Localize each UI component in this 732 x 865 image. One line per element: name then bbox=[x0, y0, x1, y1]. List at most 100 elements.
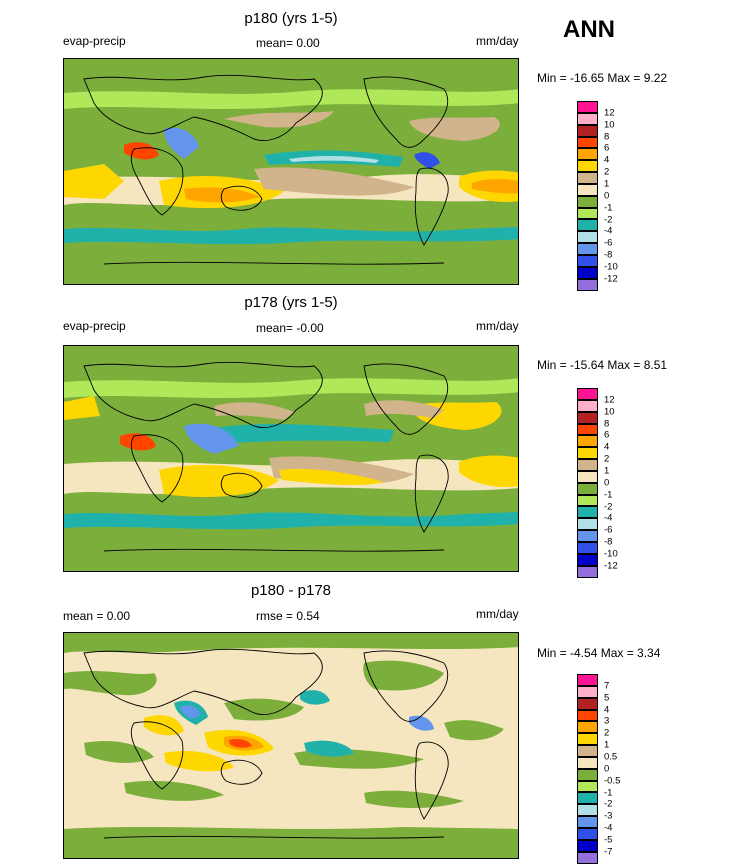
panel1-colorbar-swatch bbox=[577, 172, 598, 184]
colorbar-tick: -8 bbox=[604, 249, 613, 261]
colorbar-tick: 1 bbox=[604, 178, 610, 190]
panel1-map bbox=[63, 58, 519, 285]
colorbar-tick: -0.5 bbox=[604, 775, 621, 787]
panel2-variable-label: evap-precip bbox=[63, 319, 126, 333]
panel2-colorbar-swatch bbox=[577, 423, 598, 436]
colorbar-tick: 8 bbox=[604, 131, 610, 143]
colorbar-tick: -4 bbox=[604, 225, 613, 237]
colorbar-tick: 10 bbox=[604, 406, 615, 418]
panel3-colorbar bbox=[577, 674, 599, 864]
colorbar-tick: -1 bbox=[604, 202, 613, 214]
panel1-colorbar bbox=[577, 101, 599, 291]
colorbar-tick: 0 bbox=[604, 763, 610, 775]
panel1-colorbar-swatch bbox=[577, 266, 598, 279]
panel3-colorbar-swatch bbox=[577, 709, 598, 722]
panel1-map-plot bbox=[64, 59, 518, 284]
colorbar-tick: -4 bbox=[604, 512, 613, 524]
colorbar-tick: 2 bbox=[604, 453, 610, 465]
panel3-units-label: mm/day bbox=[476, 607, 519, 621]
colorbar-tick: 1 bbox=[604, 739, 610, 751]
panel2-colorbar-swatch bbox=[577, 541, 598, 554]
colorbar-tick: 4 bbox=[604, 154, 610, 166]
season-label: ANN bbox=[563, 16, 615, 43]
panel3-colorbar-swatch bbox=[577, 745, 598, 757]
panel3-minmax-label: Min = -4.54 Max = 3.34 bbox=[537, 646, 661, 660]
panel2-colorbar-swatch bbox=[577, 411, 598, 424]
panel1-colorbar-swatch bbox=[577, 160, 598, 173]
panel3-colorbar-swatch bbox=[577, 721, 598, 734]
colorbar-tick: 6 bbox=[604, 429, 610, 441]
panel2-map bbox=[63, 345, 519, 572]
colorbar-tick: 0 bbox=[604, 190, 610, 202]
colorbar-tick: 10 bbox=[604, 119, 615, 131]
colorbar-tick: 6 bbox=[604, 142, 610, 154]
panel1-units-label: mm/day bbox=[476, 34, 519, 48]
panel1-colorbar-swatch bbox=[577, 243, 598, 255]
panel3-colorbar-swatch bbox=[577, 792, 598, 805]
colorbar-tick: -8 bbox=[604, 536, 613, 548]
panel3-colorbar-swatch bbox=[577, 816, 598, 828]
panel2-colorbar bbox=[577, 388, 599, 578]
colorbar-tick: -12 bbox=[604, 273, 618, 285]
panel1-minmax-label: Min = -16.65 Max = 9.22 bbox=[537, 71, 668, 85]
panel2-colorbar-swatch bbox=[577, 565, 598, 578]
colorbar-tick: 7 bbox=[604, 680, 610, 692]
colorbar-tick: 1 bbox=[604, 465, 610, 477]
panel2-colorbar-swatch bbox=[577, 388, 598, 400]
panel3-mean-label: mean = 0.00 bbox=[63, 609, 131, 623]
panel1-colorbar-swatch bbox=[577, 278, 598, 291]
panel3-colorbar-swatch bbox=[577, 851, 598, 864]
panel1-colorbar-swatch bbox=[577, 183, 598, 196]
panel3-colorbar-swatch bbox=[577, 839, 598, 852]
panel3-colorbar-swatch bbox=[577, 780, 598, 793]
panel3-rmse-label: rmse = 0.54 bbox=[256, 609, 320, 623]
panel3-colorbar-swatch bbox=[577, 768, 598, 781]
panel1-colorbar-swatch bbox=[577, 219, 598, 232]
panel2-colorbar-swatch bbox=[577, 506, 598, 519]
panel1-colorbar-swatch bbox=[577, 112, 598, 125]
colorbar-tick: -2 bbox=[604, 214, 613, 225]
panel3-map bbox=[63, 632, 519, 859]
panel3-colorbar-swatch bbox=[577, 804, 598, 817]
panel2-minmax-label: Min = -15.64 Max = 8.51 bbox=[537, 358, 668, 372]
colorbar-tick: 0 bbox=[604, 477, 610, 489]
panel2-colorbar-swatch bbox=[577, 553, 598, 566]
panel3-colorbar-swatch bbox=[577, 733, 598, 746]
panel1-colorbar-swatch bbox=[577, 195, 598, 208]
panel2-colorbar-swatch bbox=[577, 447, 598, 460]
panel1-variable-label: evap-precip bbox=[63, 34, 126, 48]
panel3-colorbar-swatch bbox=[577, 756, 598, 769]
colorbar-tick: -1 bbox=[604, 787, 613, 798]
panel2-map-plot bbox=[64, 346, 518, 571]
colorbar-tick: 5 bbox=[604, 692, 610, 704]
colorbar-tick: -1 bbox=[604, 489, 613, 501]
colorbar-tick: -12 bbox=[604, 560, 618, 572]
colorbar-tick: 2 bbox=[604, 727, 610, 739]
panel1-colorbar-swatch bbox=[577, 231, 598, 244]
colorbar-tick: 4 bbox=[604, 441, 610, 453]
panel2-title: p178 (yrs 1-5) bbox=[244, 294, 338, 311]
panel2-colorbar-swatch bbox=[577, 435, 598, 448]
colorbar-tick: -4 bbox=[604, 822, 613, 834]
colorbar-tick: -10 bbox=[604, 548, 618, 560]
panel2-colorbar-swatch bbox=[577, 399, 598, 412]
colorbar-tick: -2 bbox=[604, 798, 613, 810]
panel1-colorbar-swatch bbox=[577, 254, 598, 267]
panel2-colorbar-swatch bbox=[577, 459, 598, 471]
panel1-colorbar-swatch bbox=[577, 124, 598, 137]
panel2-units-label: mm/day bbox=[476, 319, 519, 333]
panel1-colorbar-swatch bbox=[577, 148, 598, 161]
colorbar-tick: 4 bbox=[604, 704, 610, 716]
colorbar-tick: 3 bbox=[604, 715, 610, 727]
panel3-colorbar-swatch bbox=[577, 697, 598, 710]
panel1-mean-label: mean= 0.00 bbox=[256, 36, 320, 50]
colorbar-tick: -6 bbox=[604, 524, 613, 536]
colorbar-tick: -5 bbox=[604, 834, 613, 846]
panel2-colorbar-swatch bbox=[577, 482, 598, 495]
panel2-colorbar-swatch bbox=[577, 530, 598, 542]
colorbar-tick: -10 bbox=[604, 261, 618, 273]
panel2-colorbar-swatch bbox=[577, 518, 598, 531]
colorbar-tick: 2 bbox=[604, 166, 610, 178]
panel3-title: p180 - p178 bbox=[250, 582, 332, 599]
colorbar-tick: -3 bbox=[604, 810, 613, 822]
